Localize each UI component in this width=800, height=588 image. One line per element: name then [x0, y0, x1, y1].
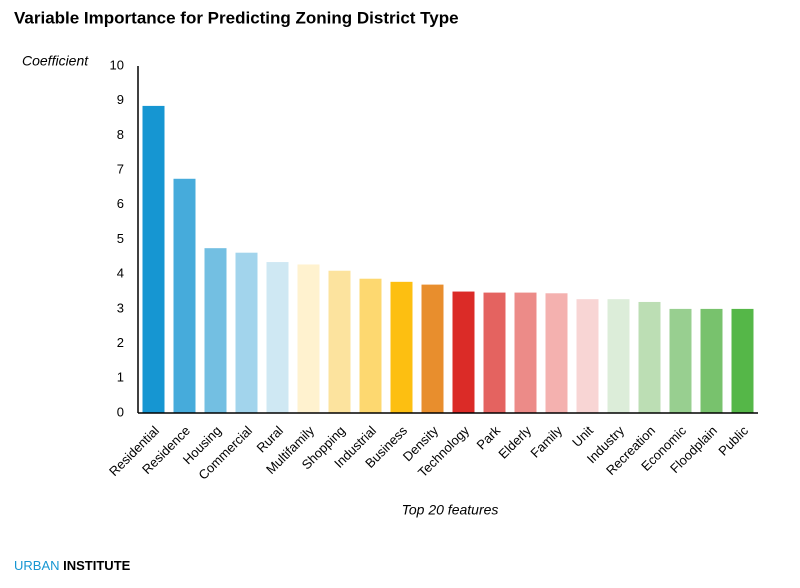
- y-tick-label: 4: [117, 266, 124, 281]
- bar: [576, 299, 599, 413]
- x-axis-label: Top 20 features: [402, 502, 499, 518]
- bar: [359, 278, 382, 413]
- bar: [669, 308, 692, 413]
- x-tick-label: Elderly: [495, 423, 534, 462]
- bar: [235, 252, 258, 413]
- bar: [731, 308, 754, 413]
- bar: [390, 281, 413, 413]
- y-tick-label: 7: [117, 162, 124, 177]
- bar: [638, 301, 661, 413]
- bar: [607, 299, 630, 413]
- bar: [328, 270, 351, 413]
- y-tick-label: 5: [117, 231, 124, 246]
- bar: [297, 264, 320, 413]
- y-tick-label: 10: [110, 57, 124, 72]
- y-tick-label: 8: [117, 127, 124, 142]
- bar: [514, 292, 537, 413]
- bar: [173, 178, 196, 413]
- y-tick-label: 0: [117, 404, 124, 419]
- y-tick-label: 2: [117, 335, 124, 350]
- footer-name: INSTITUTE: [63, 558, 130, 573]
- bar: [204, 248, 227, 413]
- bar: [545, 293, 568, 413]
- y-tick-label: 1: [117, 370, 124, 385]
- bar: [266, 262, 289, 413]
- chart-title: Variable Importance for Predicting Zonin…: [14, 8, 459, 27]
- x-tick-label: Public: [715, 423, 751, 459]
- y-axis-label: Coefficient: [22, 53, 89, 69]
- y-tick-label: 6: [117, 196, 124, 211]
- bar: [421, 284, 444, 413]
- y-tick-label: 3: [117, 300, 124, 315]
- bar: [452, 291, 475, 413]
- y-tick-label: 9: [117, 92, 124, 107]
- bar: [700, 308, 723, 413]
- footer-brand: URBAN: [14, 558, 60, 573]
- footer: URBAN INSTITUTE: [14, 558, 131, 573]
- bar: [483, 292, 506, 413]
- x-tick-label: Family: [527, 423, 565, 461]
- bar: [142, 105, 165, 413]
